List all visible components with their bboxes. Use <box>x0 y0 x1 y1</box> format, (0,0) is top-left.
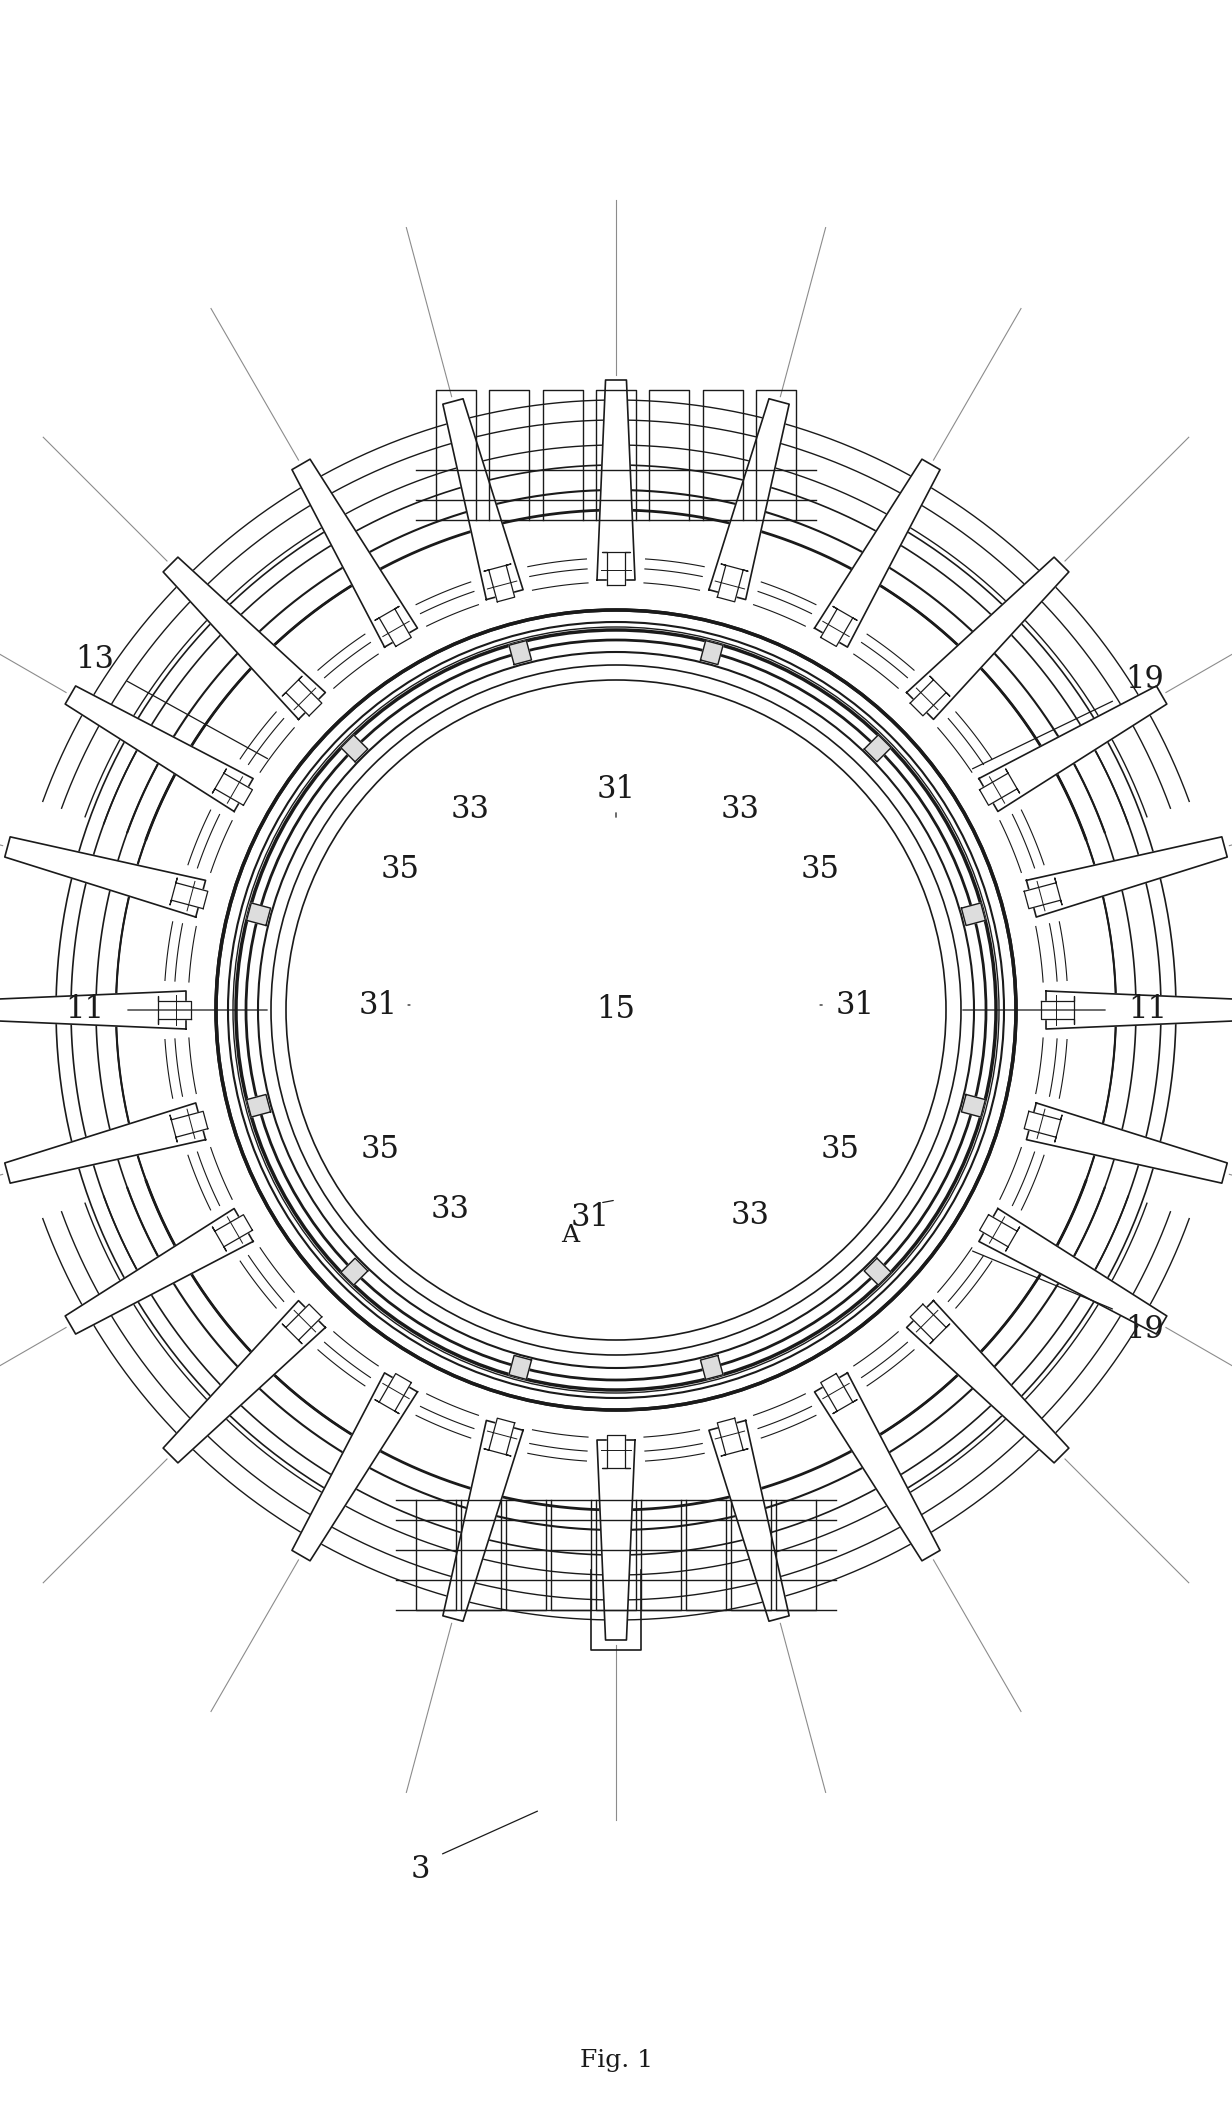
Polygon shape <box>246 902 271 926</box>
Polygon shape <box>484 564 515 602</box>
Text: 11: 11 <box>65 994 105 1026</box>
Text: 33: 33 <box>731 1200 770 1230</box>
Polygon shape <box>979 1215 1020 1251</box>
Text: 35: 35 <box>801 855 839 885</box>
Polygon shape <box>979 768 1020 804</box>
Polygon shape <box>1046 992 1232 1030</box>
Polygon shape <box>442 398 524 600</box>
Polygon shape <box>212 768 253 804</box>
Polygon shape <box>292 1373 418 1560</box>
Polygon shape <box>282 677 322 715</box>
Text: Fig. 1: Fig. 1 <box>579 2049 653 2071</box>
Polygon shape <box>708 1419 790 1622</box>
Polygon shape <box>246 1094 271 1117</box>
Polygon shape <box>1026 836 1227 917</box>
Text: 3: 3 <box>410 1853 430 1885</box>
Polygon shape <box>442 1419 524 1622</box>
Polygon shape <box>708 398 790 600</box>
Text: 35: 35 <box>821 1134 860 1166</box>
Text: 31: 31 <box>570 1202 610 1234</box>
Polygon shape <box>341 1258 368 1285</box>
Polygon shape <box>5 836 206 917</box>
Polygon shape <box>170 1111 208 1143</box>
Polygon shape <box>163 1300 325 1462</box>
Polygon shape <box>341 734 368 762</box>
Polygon shape <box>701 641 723 664</box>
Polygon shape <box>907 1300 1069 1462</box>
Polygon shape <box>864 734 891 762</box>
Polygon shape <box>0 992 186 1030</box>
Polygon shape <box>1024 879 1062 909</box>
Text: 33: 33 <box>721 794 759 826</box>
Text: 31: 31 <box>359 990 398 1021</box>
Polygon shape <box>509 1356 531 1379</box>
Text: 19: 19 <box>1126 664 1164 696</box>
Polygon shape <box>598 1441 634 1641</box>
Text: 11: 11 <box>1129 994 1168 1026</box>
Text: 35: 35 <box>361 1134 399 1166</box>
Polygon shape <box>907 558 1069 719</box>
Polygon shape <box>509 641 531 664</box>
Text: 35: 35 <box>381 855 420 885</box>
Polygon shape <box>375 1373 411 1413</box>
Polygon shape <box>814 460 940 647</box>
Polygon shape <box>5 1102 206 1183</box>
Polygon shape <box>821 1373 857 1413</box>
Text: 33: 33 <box>451 794 489 826</box>
Polygon shape <box>170 879 208 909</box>
Polygon shape <box>814 1373 940 1560</box>
Polygon shape <box>158 996 191 1024</box>
Polygon shape <box>701 1356 723 1379</box>
Text: 31: 31 <box>835 990 875 1021</box>
Polygon shape <box>484 1417 515 1456</box>
Polygon shape <box>163 558 325 719</box>
Polygon shape <box>602 1434 630 1468</box>
Polygon shape <box>1026 1102 1227 1183</box>
Polygon shape <box>1024 1111 1062 1143</box>
Polygon shape <box>961 902 986 926</box>
Text: 15: 15 <box>596 994 636 1026</box>
Polygon shape <box>292 460 418 647</box>
Polygon shape <box>282 1304 322 1343</box>
Polygon shape <box>717 564 748 602</box>
Polygon shape <box>602 551 630 585</box>
Polygon shape <box>717 1417 748 1456</box>
Polygon shape <box>1041 996 1074 1024</box>
Polygon shape <box>821 606 857 647</box>
Text: 31: 31 <box>596 775 636 807</box>
Polygon shape <box>864 1258 891 1285</box>
Text: 19: 19 <box>1126 1315 1164 1345</box>
Polygon shape <box>910 1304 950 1343</box>
Text: 13: 13 <box>75 645 115 675</box>
Polygon shape <box>375 606 411 647</box>
Text: A: A <box>561 1224 579 1247</box>
Polygon shape <box>65 1209 253 1334</box>
Polygon shape <box>910 677 950 715</box>
Polygon shape <box>598 381 634 581</box>
Polygon shape <box>961 1094 986 1117</box>
Polygon shape <box>65 685 253 811</box>
Polygon shape <box>212 1215 253 1251</box>
Ellipse shape <box>216 611 1016 1411</box>
Text: 33: 33 <box>430 1194 469 1226</box>
Polygon shape <box>979 1209 1167 1334</box>
Polygon shape <box>979 685 1167 811</box>
